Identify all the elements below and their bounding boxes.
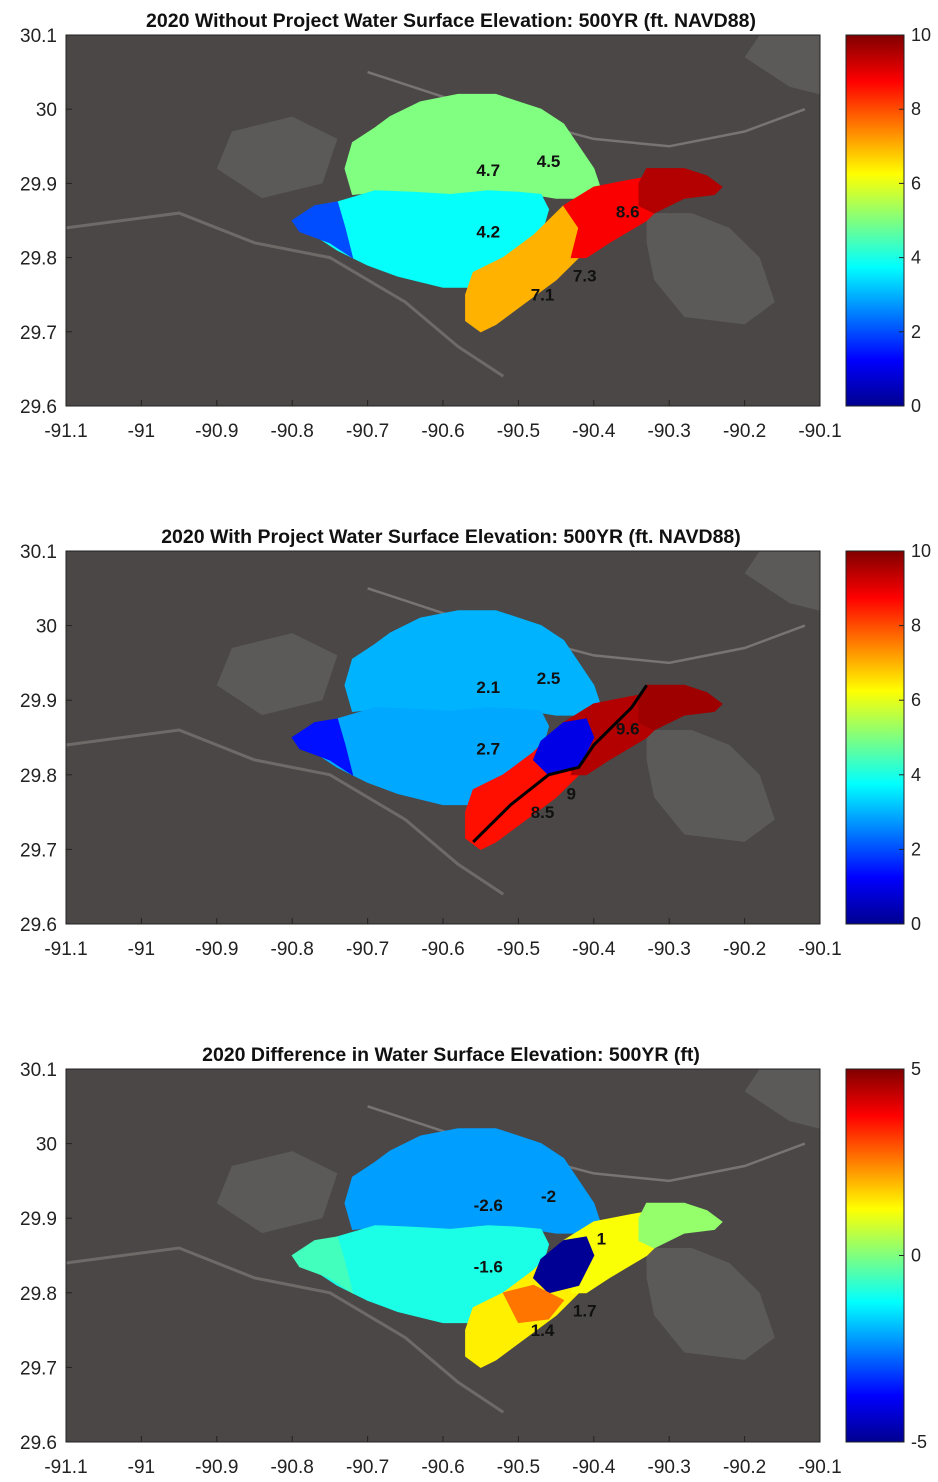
y-tick-label: 29.9 [20, 1209, 57, 1230]
colorbar-tick-label: 6 [911, 173, 921, 193]
x-tick-label: -90.6 [421, 939, 464, 960]
colorbar-tick-label: 2 [911, 322, 921, 342]
data-label: -2.6 [474, 1196, 503, 1215]
y-tick-label: 29.6 [20, 915, 57, 936]
colorbar [846, 551, 904, 924]
x-tick-label: -91.1 [44, 939, 87, 960]
x-tick-label: -90.7 [346, 1457, 389, 1478]
y-tick-label: 29.7 [20, 1358, 57, 1379]
x-tick-label: -90.6 [421, 421, 464, 442]
x-tick-label: -90.1 [798, 1457, 841, 1478]
x-tick-label: -90.3 [648, 421, 691, 442]
colorbar-tick-label: -5 [911, 1432, 927, 1452]
data-label: 4.2 [476, 223, 500, 242]
x-tick-label: -90.5 [497, 939, 540, 960]
y-tick-label: 29.6 [20, 397, 57, 418]
y-tick-label: 29.9 [20, 174, 57, 195]
x-tick-label: -90.2 [723, 421, 766, 442]
chart-panel-2: 2020 With Project Water Surface Elevatio… [20, 526, 931, 960]
x-tick-label: -90.4 [572, 421, 616, 442]
y-tick-label: 29.8 [20, 249, 57, 270]
x-tick-label: -90.8 [271, 421, 314, 442]
x-tick-label: -90.5 [497, 1457, 540, 1478]
y-tick-label: 30.1 [20, 542, 57, 563]
y-tick-label: 29.7 [20, 323, 57, 344]
y-tick-label: 30 [36, 100, 57, 121]
data-label: 4.5 [537, 152, 561, 171]
colorbar-tick-label: 10 [911, 25, 931, 45]
data-label: 9 [566, 784, 575, 803]
x-tick-label: -91.1 [44, 1457, 87, 1478]
colorbar-tick-label: 8 [911, 616, 921, 636]
y-tick-label: 30.1 [20, 1060, 57, 1081]
x-tick-label: -90.8 [271, 1457, 314, 1478]
x-tick-label: -90.3 [648, 1457, 691, 1478]
data-label: 9.6 [616, 720, 640, 739]
colorbar-tick-label: 4 [911, 248, 921, 268]
data-label: 1.7 [573, 1302, 597, 1321]
x-tick-label: -90.4 [572, 1457, 616, 1478]
x-tick-label: -90.6 [421, 1457, 464, 1478]
x-tick-label: -90.8 [271, 939, 314, 960]
x-tick-label: -90.3 [648, 939, 691, 960]
chart-title: 2020 With Project Water Surface Elevatio… [161, 526, 741, 548]
x-tick-label: -90.9 [195, 939, 238, 960]
x-tick-label: -90.1 [798, 421, 841, 442]
x-tick-label: -90.9 [195, 1457, 238, 1478]
data-label: 2.5 [537, 669, 561, 688]
x-tick-label: -90.7 [346, 939, 389, 960]
y-tick-label: 29.8 [20, 766, 57, 787]
colorbar-tick-label: 6 [911, 690, 921, 710]
data-label: 8.6 [616, 203, 640, 222]
x-tick-label: -90.1 [798, 939, 841, 960]
colorbar-tick-label: 0 [911, 1246, 921, 1266]
data-label: 2.7 [476, 740, 500, 759]
data-label: 8.5 [531, 803, 555, 822]
chart-panel-3: 2020 Difference in Water Surface Elevati… [20, 1044, 927, 1478]
x-tick-label: -90.4 [572, 939, 616, 960]
chart-title: 2020 Difference in Water Surface Elevati… [202, 1044, 700, 1066]
chart-panel-1: 2020 Without Project Water Surface Eleva… [20, 10, 931, 442]
colorbar-tick-label: 5 [911, 1059, 921, 1079]
colorbar [846, 1069, 904, 1442]
x-tick-label: -91 [128, 1457, 155, 1478]
chart-title: 2020 Without Project Water Surface Eleva… [146, 10, 756, 32]
x-tick-label: -91 [128, 939, 155, 960]
x-tick-label: -90.2 [723, 939, 766, 960]
colorbar-tick-label: 0 [911, 914, 921, 934]
colorbar-tick-label: 4 [911, 765, 921, 785]
colorbar [846, 35, 904, 406]
x-tick-label: -91.1 [44, 421, 87, 442]
data-label: 4.7 [476, 161, 500, 180]
colorbar-tick-label: 0 [911, 396, 921, 416]
y-tick-label: 29.7 [20, 840, 57, 861]
data-label: 7.3 [573, 266, 597, 285]
data-label: -2 [541, 1187, 556, 1206]
y-tick-label: 30.1 [20, 26, 57, 47]
y-tick-label: 29.9 [20, 691, 57, 712]
y-tick-label: 29.6 [20, 1433, 57, 1454]
data-label: 1.4 [531, 1321, 555, 1340]
x-tick-label: -90.5 [497, 421, 540, 442]
data-label: -1.6 [474, 1258, 503, 1277]
y-tick-label: 30 [36, 617, 57, 638]
x-tick-label: -91 [128, 421, 155, 442]
x-tick-label: -90.2 [723, 1457, 766, 1478]
x-tick-label: -90.7 [346, 421, 389, 442]
colorbar-tick-label: 10 [911, 541, 931, 561]
data-label: 2.1 [476, 678, 500, 697]
colorbar-tick-label: 2 [911, 839, 921, 859]
data-label: 1 [597, 1229, 606, 1248]
y-tick-label: 30 [36, 1135, 57, 1156]
colorbar-tick-label: 8 [911, 99, 921, 119]
y-tick-label: 29.8 [20, 1284, 57, 1305]
x-tick-label: -90.9 [195, 421, 238, 442]
data-label: 7.1 [531, 286, 555, 305]
